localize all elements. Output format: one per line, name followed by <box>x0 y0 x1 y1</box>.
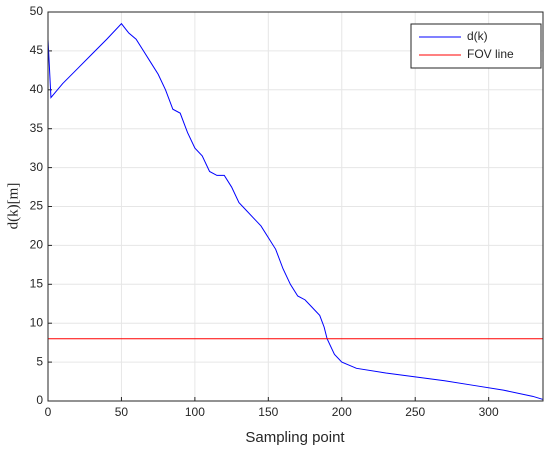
x-tick-label: 100 <box>185 405 205 419</box>
y-tick-label: 30 <box>30 160 44 174</box>
y-tick-label: 35 <box>30 121 44 135</box>
legend-label: d(k) <box>467 29 488 43</box>
y-tick-label: 20 <box>30 238 44 252</box>
x-tick-label: 300 <box>479 405 499 419</box>
x-tick-label: 250 <box>405 405 425 419</box>
x-tick-label: 0 <box>45 405 52 419</box>
x-tick-label: 50 <box>115 405 129 419</box>
data-line <box>47 22 544 400</box>
plot-frame <box>47 11 544 402</box>
y-tick-label: 25 <box>30 199 44 213</box>
y-tick-label: 15 <box>30 276 44 290</box>
y-tick-label: 40 <box>30 82 44 96</box>
x-tick-label: 200 <box>332 405 352 419</box>
x-axis-label: Sampling point <box>245 429 345 446</box>
y-tick-label: 5 <box>36 354 43 368</box>
legend-box <box>410 23 542 69</box>
y-axis-label: d(k)[m] <box>5 183 21 230</box>
x-tick-label: 150 <box>258 405 278 419</box>
legend-label: FOV line <box>467 47 514 61</box>
y-tick-label: 10 <box>30 315 44 329</box>
y-tick-label: 0 <box>36 393 43 407</box>
y-tick-label: 45 <box>30 43 44 57</box>
y-tick-label: 50 <box>30 4 44 18</box>
